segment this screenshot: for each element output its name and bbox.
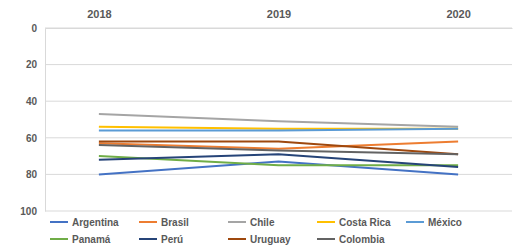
legend-label: Uruguay	[250, 234, 291, 245]
y-tick-label: 60	[26, 133, 38, 144]
series-line	[99, 114, 458, 127]
legend-item: Perú	[139, 234, 183, 245]
y-tick-label: 80	[26, 169, 38, 180]
y-tick-label: 0	[31, 23, 37, 34]
grid-line	[45, 101, 512, 102]
legend-item: Costa Rica	[317, 217, 391, 228]
legend-swatch	[139, 238, 157, 240]
y-tick-label: 20	[26, 59, 38, 70]
grid-line	[45, 64, 512, 65]
chart: 0 20 40 60 80 100 2018 2019 2020 Argentina Brasil C…	[0, 0, 522, 248]
y-tick: 100	[20, 206, 45, 217]
legend-item: Argentina	[50, 217, 119, 228]
y-axis: 0 20 40 60 80 100	[20, 23, 45, 217]
legend-swatch	[406, 221, 424, 223]
series-line	[99, 145, 458, 154]
x-axis-line	[46, 28, 513, 29]
series-line	[99, 129, 458, 131]
y-tick-label: 100	[20, 206, 37, 217]
y-tick: 80	[26, 169, 45, 180]
x-tick: 2019	[267, 8, 291, 28]
y-tick: 60	[26, 133, 45, 144]
x-tick-label: 2020	[446, 8, 470, 20]
legend-label: Chile	[250, 217, 275, 228]
x-tick: 2020	[446, 8, 470, 28]
y-tick: 0	[31, 23, 45, 34]
series-line	[99, 154, 458, 167]
y-tick-label: 40	[26, 96, 38, 107]
grid	[45, 28, 512, 211]
y-axis-line	[45, 29, 46, 212]
legend-item: Uruguay	[228, 234, 291, 245]
legend-item: Brasil	[139, 217, 189, 228]
grid-line	[45, 211, 512, 212]
legend-swatch	[228, 238, 246, 240]
x-tick-label: 2019	[267, 8, 291, 20]
legend-swatch	[317, 221, 335, 223]
legend-item: Chile	[228, 217, 275, 228]
legend-label: Colombia	[339, 234, 385, 245]
legend-item: Colombia	[317, 234, 385, 245]
lines	[99, 114, 458, 174]
legend-label: Perú	[161, 234, 183, 245]
legend-swatch	[50, 238, 68, 240]
x-axis: 2018 2019 2020	[46, 8, 513, 29]
grid-line	[45, 137, 512, 138]
legend-label: México	[428, 217, 462, 228]
legend-item: Panamá	[50, 234, 111, 245]
x-tick-label: 2018	[87, 8, 111, 20]
grid-line	[45, 28, 512, 29]
legend-item: México	[406, 217, 462, 228]
legend-swatch	[228, 221, 246, 223]
y-tick: 20	[26, 59, 45, 70]
legend-swatch	[317, 238, 335, 240]
legend-label: Argentina	[72, 217, 119, 228]
legend-label: Panamá	[72, 234, 111, 245]
legend-label: Costa Rica	[339, 217, 391, 228]
x-tick: 2018	[87, 8, 111, 28]
legend-swatch	[50, 221, 68, 223]
legend-swatch	[139, 221, 157, 223]
y-tick: 40	[26, 96, 45, 107]
series-line	[99, 141, 458, 154]
legend: Argentina Brasil Chile Costa Rica México Pana…	[50, 217, 462, 245]
legend-label: Brasil	[161, 217, 189, 228]
